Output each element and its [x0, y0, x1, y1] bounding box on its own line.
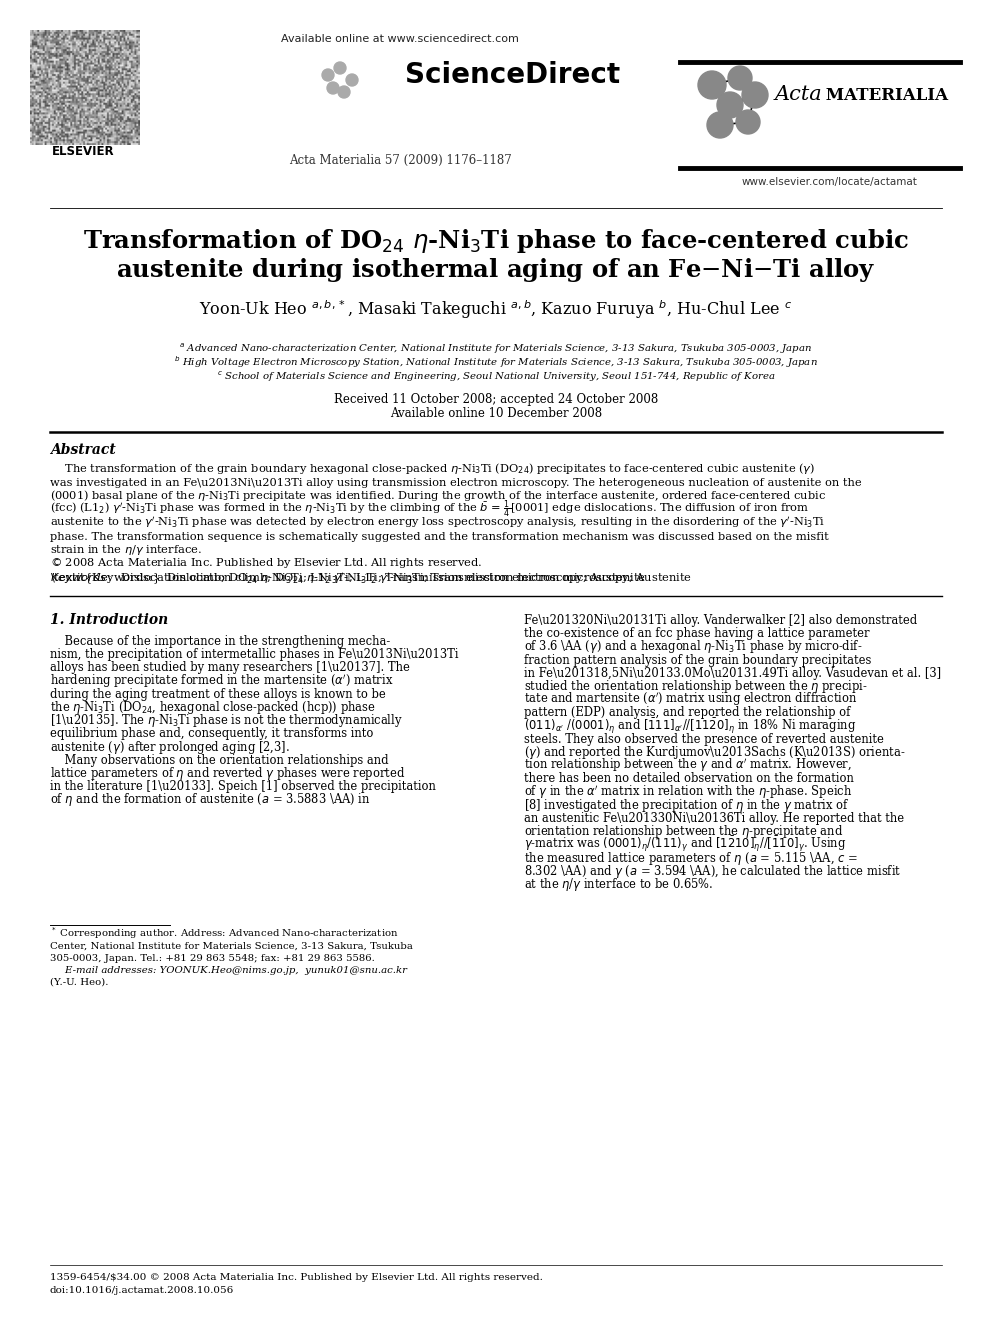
Text: austenite ($\gamma$) after prolonged aging [2,3].: austenite ($\gamma$) after prolonged agi… — [50, 738, 290, 755]
Circle shape — [742, 82, 768, 108]
Text: Received 11 October 2008; accepted 24 October 2008: Received 11 October 2008; accepted 24 Oc… — [334, 393, 658, 406]
Circle shape — [717, 93, 743, 118]
Text: lattice parameters of $\eta$ and reverted $\gamma$ phases were reported: lattice parameters of $\eta$ and reverte… — [50, 765, 406, 782]
Text: Available online at www.sciencedirect.com: Available online at www.sciencedirect.co… — [281, 34, 519, 44]
Text: Because of the importance in the strengthening mecha-: Because of the importance in the strengt… — [50, 635, 390, 648]
Text: tate and martensite ($\alpha'$) matrix using electron diffraction: tate and martensite ($\alpha'$) matrix u… — [524, 691, 857, 708]
Text: austenite to the $\gamma'$-Ni$_3$Ti phase was detected by electron energy loss s: austenite to the $\gamma'$-Ni$_3$Ti phas… — [50, 515, 825, 531]
Text: austenite during isothermal aging of an Fe$-$Ni$-$Ti alloy: austenite during isothermal aging of an … — [116, 255, 876, 284]
Circle shape — [707, 112, 733, 138]
Circle shape — [322, 69, 334, 81]
Text: phase. The transformation sequence is schematically suggested and the transforma: phase. The transformation sequence is sc… — [50, 532, 828, 541]
Text: $^c$ School of Materials Science and Engineering, Seoul National University, Seo: $^c$ School of Materials Science and Eng… — [217, 369, 775, 384]
Text: $^*$ Corresponding author. Address: Advanced Nano-characterization: $^*$ Corresponding author. Address: Adva… — [50, 925, 399, 941]
Text: Available online 10 December 2008: Available online 10 December 2008 — [390, 407, 602, 419]
Text: www.elsevier.com/locate/actamat: www.elsevier.com/locate/actamat — [742, 177, 918, 187]
Text: E-mail addresses: YOONUK.Heo@nims.go.jp,  yunuk01@snu.ac.kr: E-mail addresses: YOONUK.Heo@nims.go.jp,… — [50, 966, 407, 975]
Text: $^b$ High Voltage Electron Microscopy Station, National Institute for Materials : $^b$ High Voltage Electron Microscopy St… — [174, 355, 818, 370]
Text: the measured lattice parameters of $\eta$ ($a$ = 5.115 \AA, $c$ =: the measured lattice parameters of $\eta… — [524, 849, 858, 867]
Text: during the aging treatment of these alloys is known to be: during the aging treatment of these allo… — [50, 688, 386, 701]
Text: Center, National Institute for Materials Science, 3-13 Sakura, Tsukuba: Center, National Institute for Materials… — [50, 942, 413, 951]
Text: Many observations on the orientation relationships and: Many observations on the orientation rel… — [50, 754, 389, 767]
Text: nism, the precipitation of intermetallic phases in Fe\u2013Ni\u2013Ti: nism, the precipitation of intermetallic… — [50, 648, 458, 662]
Text: 1359-6454/$34.00 © 2008 Acta Materialia Inc. Published by Elsevier Ltd. All righ: 1359-6454/$34.00 © 2008 Acta Materialia … — [50, 1273, 543, 1282]
Text: 1. Introduction: 1. Introduction — [50, 613, 169, 627]
Text: 305-0003, Japan. Tel.: +81 29 863 5548; fax: +81 29 863 5586.: 305-0003, Japan. Tel.: +81 29 863 5548; … — [50, 954, 375, 963]
Text: doi:10.1016/j.actamat.2008.10.056: doi:10.1016/j.actamat.2008.10.056 — [50, 1286, 234, 1295]
Text: of $\eta$ and the formation of austenite ($a$ = 3.5883 \AA) in: of $\eta$ and the formation of austenite… — [50, 791, 371, 808]
Text: fraction pattern analysis of the grain boundary precipitates: fraction pattern analysis of the grain b… — [524, 654, 871, 667]
Text: $\copyright$ 2008 Acta Materialia Inc. Published by Elsevier Ltd. All rights res: $\copyright$ 2008 Acta Materialia Inc. P… — [50, 557, 482, 570]
Text: Abstract: Abstract — [50, 443, 116, 456]
Text: pattern (EDP) analysis, and reported the relationship of: pattern (EDP) analysis, and reported the… — [524, 706, 850, 720]
Text: of 3.6 \AA ($\gamma$) and a hexagonal $\eta$-Ni$_3$Ti phase by micro-dif-: of 3.6 \AA ($\gamma$) and a hexagonal $\… — [524, 639, 863, 655]
Circle shape — [736, 110, 760, 134]
Text: orientation relationship between the $\eta$-precipitate and: orientation relationship between the $\e… — [524, 823, 843, 840]
Text: alloys has been studied by many researchers [1\u20137]. The: alloys has been studied by many research… — [50, 662, 410, 675]
Text: was investigated in an Fe\u2013Ni\u2013Ti alloy using transmission electron micr: was investigated in an Fe\u2013Ni\u2013T… — [50, 478, 862, 487]
Circle shape — [728, 66, 752, 90]
Text: 8.302 \AA) and $\gamma$ ($a$ = 3.594 \AA), he calculated the lattice misfit: 8.302 \AA) and $\gamma$ ($a$ = 3.594 \AA… — [524, 863, 902, 880]
Text: $^a$ Advanced Nano-characterization Center, National Institute for Materials Sci: $^a$ Advanced Nano-characterization Cent… — [180, 341, 812, 356]
Text: hardening precipitate formed in the martensite ($\alpha'$) matrix: hardening precipitate formed in the mart… — [50, 672, 394, 689]
Text: Transformation of DO$_{24}$ $\eta$-Ni$_3$Ti phase to face-centered cubic: Transformation of DO$_{24}$ $\eta$-Ni$_3… — [83, 228, 909, 255]
Text: of $\gamma$ in the $\alpha'$ matrix in relation with the $\eta$-phase. Speich: of $\gamma$ in the $\alpha'$ matrix in r… — [524, 783, 852, 800]
Text: Acta Materialia 57 (2009) 1176–1187: Acta Materialia 57 (2009) 1176–1187 — [289, 153, 511, 167]
Circle shape — [346, 74, 358, 86]
Circle shape — [334, 62, 346, 74]
Text: \textit{Keywords:}  Dislocation climb; DO$_{24}$ $\eta$-Ni$_3$Ti; L1$_2$ $\gamma: \textit{Keywords:} Dislocation climb; DO… — [50, 572, 692, 587]
Text: (fcc) (L1$_2$) $\gamma'$-Ni$_3$Ti phase was formed in the $\eta$-Ni$_3$Ti by the: (fcc) (L1$_2$) $\gamma'$-Ni$_3$Ti phase … — [50, 499, 809, 520]
Text: studied the orientation relationship between the $\eta$ precipi-: studied the orientation relationship bet… — [524, 677, 868, 695]
Text: Acta: Acta — [775, 85, 822, 105]
Text: strain in the $\eta$/$\gamma$ interface.: strain in the $\eta$/$\gamma$ interface. — [50, 542, 201, 557]
Text: there has been no detailed observation on the formation: there has been no detailed observation o… — [524, 773, 854, 786]
Text: (Y.-U. Heo).: (Y.-U. Heo). — [50, 978, 108, 987]
Circle shape — [338, 86, 350, 98]
Text: Fe\u201320Ni\u20131Ti alloy. Vanderwalker [2] also demonstrated: Fe\u201320Ni\u20131Ti alloy. Vanderwalke… — [524, 614, 918, 627]
Text: the co-existence of an fcc phase having a lattice parameter: the co-existence of an fcc phase having … — [524, 627, 870, 640]
Text: at the $\eta$/$\gamma$ interface to be 0.65%.: at the $\eta$/$\gamma$ interface to be 0… — [524, 876, 713, 893]
Text: [8] investigated the precipitation of $\eta$ in the $\gamma$ matrix of: [8] investigated the precipitation of $\… — [524, 796, 849, 814]
Text: ($\gamma$) and reported the Kurdjumov\u2013Sachs (K\u2013S) orienta-: ($\gamma$) and reported the Kurdjumov\u2… — [524, 744, 906, 761]
Text: $\it{Keywords:}$  Dislocation climb; DO$_{24}$ $\eta$-Ni$_3$Ti; L1$_2$ $\gamma'$: $\it{Keywords:}$ Dislocation climb; DO$_… — [50, 572, 646, 586]
Circle shape — [698, 71, 726, 99]
Text: in the literature [1\u20133]. Speich [1] observed the precipitation: in the literature [1\u20133]. Speich [1]… — [50, 781, 435, 794]
Text: $(011)_{\alpha'}$ /$(0001)_{\eta}$ and $[\bar{1}11]_{\alpha'}$//[$11\bar{2}0]_{\: $(011)_{\alpha'}$ /$(0001)_{\eta}$ and $… — [524, 716, 856, 736]
Text: equilibrium phase and, consequently, it transforms into: equilibrium phase and, consequently, it … — [50, 728, 373, 741]
Circle shape — [327, 82, 339, 94]
Text: steels. They also observed the presence of reverted austenite: steels. They also observed the presence … — [524, 733, 884, 746]
Text: $\gamma$-matrix was $(0001)_{\eta}$/$(111)_{\gamma}$ and $[1\bar{2}10]_{\eta}$//: $\gamma$-matrix was $(0001)_{\eta}$/$(11… — [524, 835, 846, 855]
Text: tion relationship between the $\gamma$ and $\alpha'$ matrix. However,: tion relationship between the $\gamma$ a… — [524, 757, 852, 774]
Text: (0001) basal plane of the $\eta$-Ni$_3$Ti precipitate was identified. During the: (0001) basal plane of the $\eta$-Ni$_3$T… — [50, 488, 826, 503]
Text: MATERIALIA: MATERIALIA — [820, 87, 948, 105]
Text: ELSEVIER: ELSEVIER — [52, 146, 114, 157]
Text: ScienceDirect: ScienceDirect — [405, 61, 620, 89]
Text: an austenitic Fe\u201330Ni\u20136Ti alloy. He reported that the: an austenitic Fe\u201330Ni\u20136Ti allo… — [524, 812, 904, 826]
Text: Yoon-Uk Heo $^{a,b,*}$, Masaki Takeguchi $^{a,b}$, Kazuo Furuya $^{b}$, Hu-Chul : Yoon-Uk Heo $^{a,b,*}$, Masaki Takeguchi… — [199, 298, 793, 321]
Text: in Fe\u201318,5Ni\u20133.0Mo\u20131.49Ti alloy. Vasudevan et al. [3]: in Fe\u201318,5Ni\u20133.0Mo\u20131.49Ti… — [524, 667, 941, 680]
Text: the $\eta$-Ni$_3$Ti (DO$_{24}$, hexagonal close-packed (hcp)) phase: the $\eta$-Ni$_3$Ti (DO$_{24}$, hexagona… — [50, 699, 376, 716]
Text: [1\u20135]. The $\eta$-Ni$_3$Ti phase is not the thermodynamically: [1\u20135]. The $\eta$-Ni$_3$Ti phase is… — [50, 712, 403, 729]
Text: The transformation of the grain boundary hexagonal close-packed $\eta$-Ni$_3$Ti : The transformation of the grain boundary… — [50, 460, 815, 476]
